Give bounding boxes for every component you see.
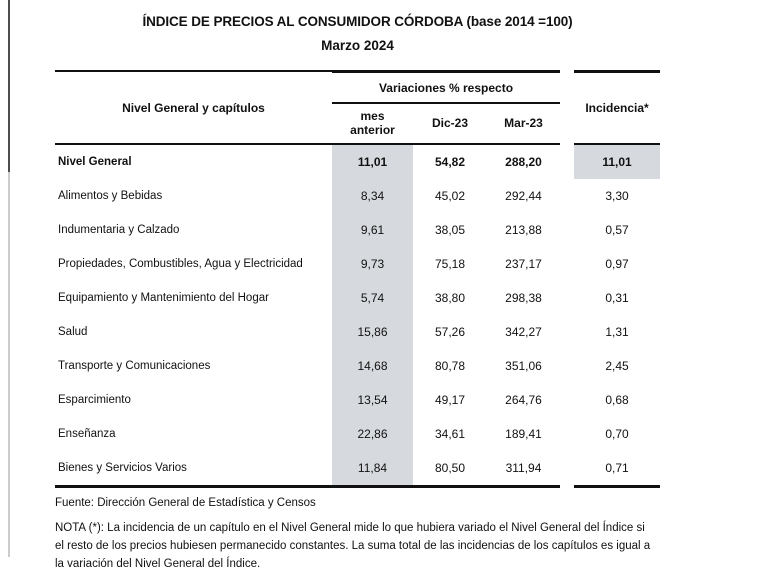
value-dic-23: 38,80 <box>434 291 466 305</box>
header-variations-subrow: mes anterior Dic-23 Mar-23 <box>332 104 560 143</box>
column-gap <box>560 383 574 417</box>
row-label: Transporte y Comunicaciones <box>58 360 211 372</box>
row-label: Equipamiento y Mantenimiento del Hogar <box>58 292 269 304</box>
row-label: Nivel General <box>58 156 132 168</box>
header-column-gap <box>560 70 574 145</box>
value-dic-23: 80,50 <box>434 461 466 475</box>
value-incidencia: 0,97 <box>605 257 629 271</box>
column-gap <box>560 349 574 383</box>
value-mes-anterior: 11,01 <box>332 145 413 179</box>
value-mar-23: 311,94 <box>505 461 542 475</box>
value-dic-23: 34,61 <box>434 427 466 441</box>
row-label: Indumentaria y Calzado <box>58 224 180 236</box>
column-gap <box>560 315 574 349</box>
value-dic-23: 54,82 <box>434 155 466 169</box>
value-incidencia: 0,57 <box>605 223 629 237</box>
value-mar-23: 298,38 <box>505 291 542 305</box>
bottom-rule-incidencia <box>574 485 660 488</box>
column-gap <box>560 145 574 179</box>
header-variations-title: Variaciones % respecto <box>332 73 560 104</box>
value-mes-anterior: 9,61 <box>332 213 413 247</box>
table-container: Nivel General y capítulos Variaciones % … <box>55 70 660 573</box>
table-row: Indumentaria y Calzado 9,61 38,05 213,88 0,5… <box>55 213 660 247</box>
bottom-rule-gap <box>560 485 574 488</box>
header-mes-anterior: mes anterior <box>350 108 395 137</box>
value-mes-anterior: 9,73 <box>332 247 413 281</box>
value-incidencia: 11,01 <box>574 145 660 179</box>
header-variations-group: Variaciones % respecto mes anterior Dic-… <box>332 70 560 145</box>
value-incidencia: 0,68 <box>605 393 629 407</box>
value-mes-anterior: 5,74 <box>332 281 413 315</box>
column-gap <box>560 179 574 213</box>
value-mes-anterior: 15,86 <box>332 315 413 349</box>
value-dic-23: 75,18 <box>434 257 466 271</box>
row-label: Esparcimiento <box>58 394 131 406</box>
value-incidencia: 2,45 <box>605 359 629 373</box>
table-row: Salud 15,86 57,26 342,27 1,31 <box>55 315 660 349</box>
value-mar-23: 213,88 <box>505 223 542 237</box>
table-row: Enseñanza 22,86 34,61 189,41 0,70 <box>55 417 660 451</box>
table-row: Nivel General 11,01 54,82 288,20 11,01 <box>55 145 660 179</box>
value-mar-23: 288,20 <box>505 155 542 169</box>
page-subtitle: Marzo 2024 <box>321 38 394 53</box>
row-label: Enseñanza <box>58 428 116 440</box>
column-gap <box>560 247 574 281</box>
column-gap <box>560 213 574 247</box>
table-row: Alimentos y Bebidas 8,34 45,02 292,44 3,30 <box>55 179 660 213</box>
value-incidencia: 0,71 <box>605 461 629 475</box>
value-incidencia: 3,30 <box>605 189 629 203</box>
value-dic-23: 49,17 <box>434 393 466 407</box>
table-row: Propiedades, Combustibles, Agua y Electr… <box>55 247 660 281</box>
value-mar-23: 264,76 <box>505 393 542 407</box>
value-mes-anterior: 22,86 <box>332 417 413 451</box>
value-dic-23: 57,26 <box>434 325 466 339</box>
table-row: Transporte y Comunicaciones 14,68 80,78 351… <box>55 349 660 383</box>
row-label: Salud <box>58 326 88 338</box>
value-mes-anterior: 11,84 <box>332 451 413 485</box>
scan-edge-line <box>8 0 10 172</box>
value-mes-anterior: 8,34 <box>332 179 413 213</box>
table-header: Nivel General y capítulos Variaciones % … <box>55 70 660 145</box>
value-mar-23: 292,44 <box>505 189 542 203</box>
value-mar-23: 351,06 <box>505 359 542 373</box>
value-mes-anterior: 14,68 <box>332 349 413 383</box>
header-incidencia: Incidencia* <box>574 70 660 145</box>
table-row: Esparcimiento 13,54 49,17 264,76 0,68 <box>55 383 660 417</box>
value-mar-23: 237,17 <box>505 257 542 271</box>
table-bottom-rule <box>55 485 660 488</box>
footnote: NOTA (*): La incidencia de un capítulo e… <box>55 522 651 570</box>
value-mes-anterior: 13,54 <box>332 383 413 417</box>
column-gap <box>560 451 574 485</box>
scan-edge-line-faint <box>8 172 10 557</box>
value-incidencia: 0,70 <box>605 427 629 441</box>
column-gap <box>560 281 574 315</box>
column-gap <box>560 417 574 451</box>
value-mar-23: 342,27 <box>505 325 542 339</box>
bottom-rule-main <box>55 485 560 488</box>
row-label: Propiedades, Combustibles, Agua y Electr… <box>58 258 303 270</box>
header-row-label: Nivel General y capítulos <box>55 70 332 145</box>
source-note: Fuente: Dirección General de Estadística… <box>55 497 316 509</box>
table-row: Bienes y Servicios Varios 11,84 80,50 311,9… <box>55 451 660 485</box>
value-dic-23: 45,02 <box>434 189 466 203</box>
table-row: Equipamiento y Mantenimiento del Hogar 5,… <box>55 281 660 315</box>
header-mar-23: Mar-23 <box>504 115 543 130</box>
value-mar-23: 189,41 <box>505 427 542 441</box>
title-block: ÍNDICE DE PRECIOS AL CONSUMIDOR CÓRDOBA … <box>55 14 660 53</box>
header-dic-23: Dic-23 <box>431 115 469 130</box>
row-label: Alimentos y Bebidas <box>58 190 163 202</box>
row-label: Bienes y Servicios Varios <box>58 462 187 474</box>
table-body: Nivel General 11,01 54,82 288,20 11,01 Alimen… <box>55 145 660 485</box>
value-incidencia: 0,31 <box>605 291 629 305</box>
page-title: ÍNDICE DE PRECIOS AL CONSUMIDOR CÓRDOBA … <box>142 14 573 29</box>
value-dic-23: 38,05 <box>434 223 466 237</box>
value-incidencia: 1,31 <box>605 325 629 339</box>
value-dic-23: 80,78 <box>434 359 466 373</box>
